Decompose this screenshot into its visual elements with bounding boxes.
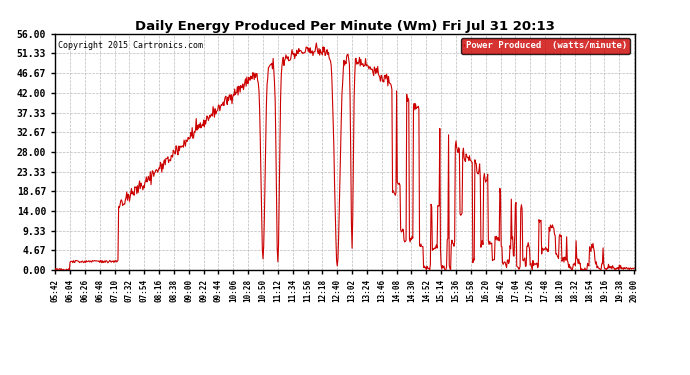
- Text: Copyright 2015 Cartronics.com: Copyright 2015 Cartronics.com: [58, 41, 203, 50]
- Legend: Power Produced  (watts/minute): Power Produced (watts/minute): [461, 38, 630, 54]
- Title: Daily Energy Produced Per Minute (Wm) Fri Jul 31 20:13: Daily Energy Produced Per Minute (Wm) Fr…: [135, 20, 555, 33]
